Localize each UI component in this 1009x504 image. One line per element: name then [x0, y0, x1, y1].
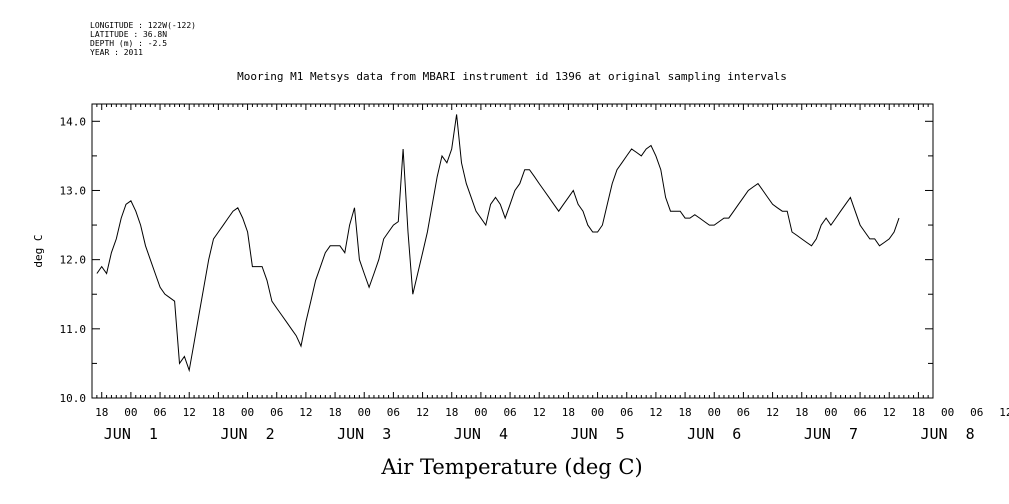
x-tick-label: 18 — [562, 406, 575, 419]
x-tick-label: 00 — [474, 406, 487, 419]
x-tick-label: 00 — [241, 406, 254, 419]
x-tick-label: 18 — [445, 406, 458, 419]
x-tick-label: 18 — [212, 406, 225, 419]
x-tick-label: 18 — [95, 406, 108, 419]
x-tick-label: 06 — [153, 406, 166, 419]
x-tick-label: 00 — [591, 406, 604, 419]
y-tick-label: 10.0 — [60, 392, 87, 405]
x-tick-label: 06 — [970, 406, 983, 419]
x-tick-label: 00 — [708, 406, 721, 419]
x-tick-label: 12 — [649, 406, 662, 419]
x-tick-label: 18 — [328, 406, 341, 419]
x-tick-label: 12 — [416, 406, 429, 419]
x-tick-label: 12 — [299, 406, 312, 419]
chart-title: Mooring M1 Metsys data from MBARI instru… — [237, 70, 787, 83]
plot-frame — [91, 103, 934, 399]
x-axis-label: Air Temperature (deg C) — [380, 455, 642, 479]
x-tick-label: 12 — [183, 406, 196, 419]
y-tick-label: 14.0 — [60, 115, 87, 128]
air-temperature-series-line — [96, 114, 900, 373]
year-text: YEAR : 2011 — [90, 48, 143, 57]
longitude-text: LONGITUDE : 122W(-122) — [90, 21, 196, 30]
x-date-label: JUN 6 — [687, 425, 741, 443]
x-date-label: JUN 5 — [570, 425, 624, 443]
x-date-label: JUN 3 — [337, 425, 391, 443]
x-tick-label: 06 — [270, 406, 283, 419]
x-tick-label: 12 — [883, 406, 896, 419]
x-tick-label: 06 — [503, 406, 516, 419]
x-tick-label: 12 — [533, 406, 546, 419]
depth-text: DEPTH (m) : -2.5 — [90, 39, 168, 48]
x-tick-label: 00 — [358, 406, 371, 419]
x-tick-label: 18 — [912, 406, 925, 419]
y-tick-label: 13.0 — [60, 184, 87, 197]
x-tick-label: 18 — [678, 406, 691, 419]
x-tick-label: 12 — [999, 406, 1009, 419]
x-date-label: JUN 4 — [454, 425, 508, 443]
x-tick-label: 06 — [387, 406, 400, 419]
x-tick-label: 06 — [620, 406, 633, 419]
x-date-label: JUN 2 — [220, 425, 274, 443]
x-tick-label: 18 — [795, 406, 808, 419]
x-date-label: JUN 7 — [804, 425, 858, 443]
y-axis-label: deg C — [32, 234, 45, 267]
x-tick-label: 00 — [941, 406, 954, 419]
y-tick-label: 12.0 — [60, 254, 87, 267]
x-axis: 18 00 06 12 18 00 06 12 18 00 06 12 18 00 06 12 18 00 06 12… — [91, 104, 1009, 443]
dataset-metadata: LONGITUDE : 122W(-122) LATITUDE : 36.8N … — [90, 21, 196, 57]
x-date-label: JUN 1 — [104, 425, 158, 443]
latitude-text: LATITUDE : 36.8N — [90, 30, 168, 39]
x-tick-label: 12 — [766, 406, 779, 419]
x-tick-label: 00 — [124, 406, 137, 419]
x-date-label: JUN 8 — [920, 425, 974, 443]
x-tick-label: 06 — [737, 406, 750, 419]
y-axis: 10.0 11.0 12.0 13.0 14.0 — [60, 115, 933, 405]
y-tick-label: 11.0 — [60, 323, 87, 336]
x-tick-label: 06 — [853, 406, 866, 419]
x-tick-label: 00 — [824, 406, 837, 419]
